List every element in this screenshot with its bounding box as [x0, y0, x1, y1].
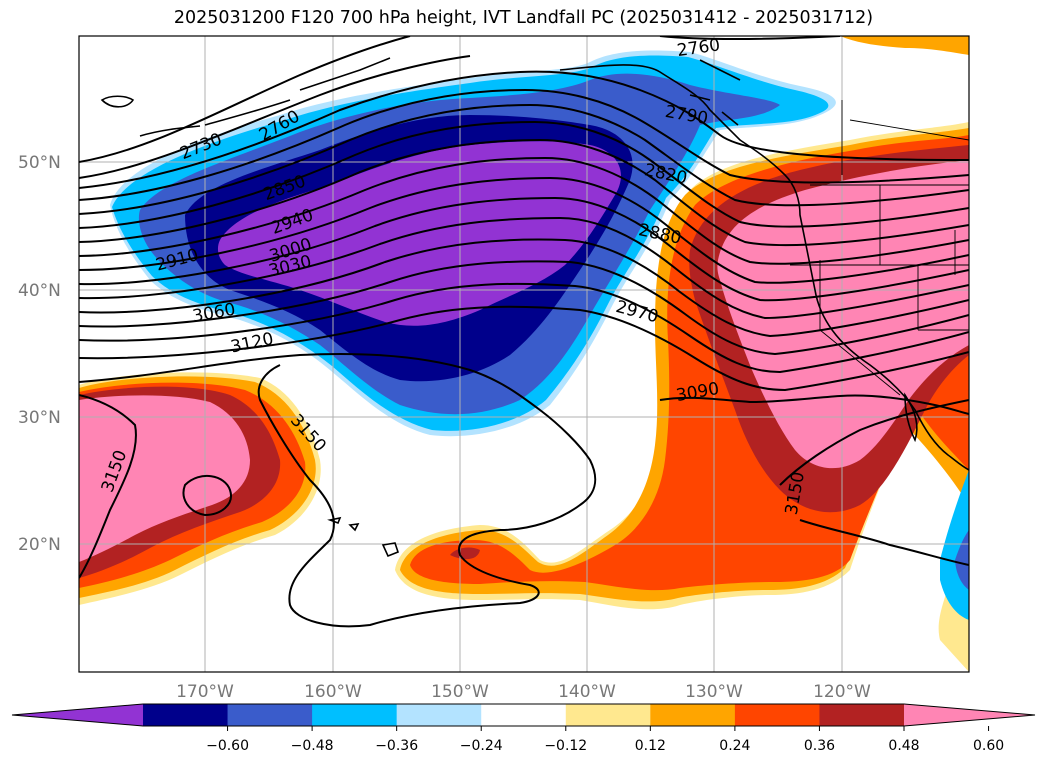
colorbar-segment [227, 704, 313, 726]
lon-label-140w: 140°W [558, 682, 616, 702]
plot-frame [78, 35, 970, 673]
colorbar-segments [143, 704, 905, 726]
colorbar-tick-label: −0.12 [544, 738, 587, 754]
colorbar-extend-min [12, 704, 143, 726]
longitude-labels: 170°W 160°W 150°W 140°W 130°W 120°W [176, 682, 871, 702]
lat-label-20n: 20°N [18, 535, 61, 555]
colorbar-outline [11, 703, 1036, 727]
state-borders [790, 100, 969, 396]
lat-label-50n: 50°N [18, 153, 61, 173]
lon-label-120w: 120°W [813, 682, 871, 702]
lon-label-130w: 130°W [685, 682, 743, 702]
lon-label-170w: 170°W [176, 682, 234, 702]
colorbar-segment [650, 704, 736, 726]
lat-label-30n: 30°N [18, 408, 61, 428]
colorbar-ticks [227, 726, 990, 731]
ivt-negative-core-southeast [955, 530, 969, 590]
latitude-labels: 50°N 40°N 30°N 20°N [18, 153, 61, 555]
colorbar: −0.60 −0.48 −0.36 −0.24 −0.12 0.12 0.24 0.36 0.4… [11, 703, 1036, 754]
colorbar-extend-max [904, 704, 1035, 726]
colorbar-segment [396, 704, 482, 726]
colorbar-tick-label: −0.60 [206, 738, 249, 754]
coastlines [100, 57, 969, 558]
height-contours [79, 36, 969, 628]
colorbar-tick-label: 0.48 [888, 738, 919, 754]
colorbar-segment [819, 704, 905, 726]
figure-title: 2025031200 F120 700 hPa height, IVT Land… [173, 8, 874, 28]
colorbar-tick-labels: −0.60 −0.48 −0.36 −0.24 −0.12 0.12 0.24 0.36 0.4… [206, 738, 1004, 754]
colorbar-tick-label: 0.60 [973, 738, 1004, 754]
colorbar-segment [734, 704, 820, 726]
colorbar-tick-label: −0.24 [460, 738, 503, 754]
lat-label-40n: 40°N [18, 281, 61, 301]
lon-label-160w: 160°W [304, 682, 362, 702]
lon-label-150w: 150°W [431, 682, 489, 702]
colorbar-segment [312, 704, 398, 726]
ivt-positive-field-northeast [840, 36, 969, 55]
colorbar-segment [481, 704, 567, 726]
colorbar-tick-label: −0.48 [291, 738, 334, 754]
colorbar-tick-label: −0.36 [375, 738, 418, 754]
colorbar-tick-label: 0.36 [804, 738, 835, 754]
colorbar-segment [565, 704, 651, 726]
colorbar-segment [143, 704, 229, 726]
colorbar-tick-label: 0.12 [635, 738, 666, 754]
map-plot-area: 2760 2730 2760 2790 2820 2850 2940 2910 … [79, 36, 969, 672]
ivt-negative-field-southeast [940, 470, 969, 620]
colorbar-tick-label: 0.24 [719, 738, 750, 754]
